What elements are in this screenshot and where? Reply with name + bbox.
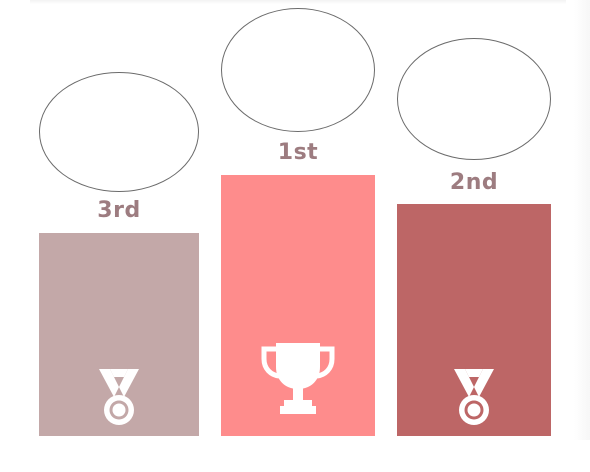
avatar-first-place[interactable] — [221, 8, 375, 132]
medal-icon — [454, 369, 494, 425]
podium-block-third — [39, 233, 199, 436]
rank-label-second: 2nd — [449, 170, 499, 195]
trophy-icon — [261, 343, 335, 414]
rank-label-first: 1st — [277, 140, 319, 165]
podium-block-second — [397, 204, 551, 436]
avatar-third-place[interactable] — [39, 72, 199, 192]
top-divider — [30, 0, 566, 4]
medal-icon — [99, 369, 139, 425]
podium-block-first — [221, 175, 375, 436]
rank-label-third: 3rd — [97, 198, 141, 223]
right-edge-shadow — [574, 0, 590, 440]
avatar-second-place[interactable] — [397, 38, 551, 160]
